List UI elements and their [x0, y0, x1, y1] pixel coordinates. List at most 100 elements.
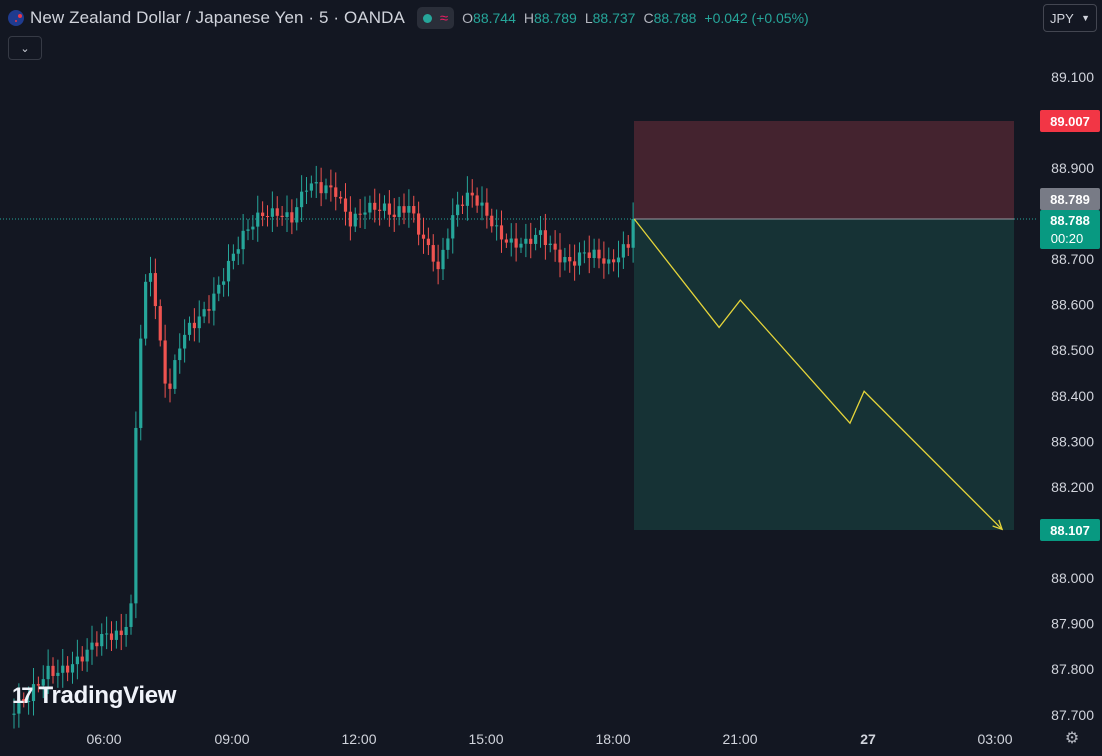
candle	[236, 236, 240, 265]
candle-body	[31, 684, 36, 702]
candle	[324, 178, 328, 200]
candle-body	[470, 192, 474, 196]
candle-body	[275, 208, 279, 216]
candle-body	[373, 202, 377, 210]
candle-body	[504, 239, 508, 243]
candle-body	[256, 212, 260, 227]
stop-loss-zone[interactable]	[634, 121, 1014, 219]
market-status-pill[interactable]: ≈	[416, 7, 455, 29]
candle	[382, 195, 387, 219]
candle	[348, 196, 352, 241]
candle-body	[134, 427, 138, 604]
market-open-icon	[422, 13, 432, 23]
candle-body	[114, 630, 118, 640]
candle	[441, 237, 445, 280]
symbol-header: New Zealand Dollar / Japanese Yen · 5 · …	[8, 6, 809, 30]
change-value: +0.042 (+0.05%)	[704, 10, 809, 26]
low-value: 88.737	[592, 10, 636, 26]
time-axis[interactable]: 06:00 09:00 12:00 15:00 18:00 21:00 27 03:00	[86, 731, 1012, 747]
projection-path[interactable]	[633, 218, 1003, 530]
y-tick-0: 89.100	[1051, 69, 1094, 85]
currency-select[interactable]: JPY ▼	[1043, 4, 1097, 32]
candle	[621, 231, 625, 269]
candle-body	[105, 633, 109, 635]
symbol-title[interactable]: New Zealand Dollar / Japanese Yen · 5 · …	[30, 8, 405, 27]
candle-body	[61, 665, 65, 673]
candle	[509, 223, 513, 257]
candle-body	[70, 664, 75, 673]
candle	[280, 205, 284, 226]
candle	[519, 237, 523, 254]
x-tick-7: 03:00	[977, 731, 1012, 747]
candle	[153, 258, 157, 320]
candle-body	[602, 258, 606, 264]
candle-body	[22, 698, 26, 702]
candle	[378, 193, 382, 226]
chevron-down-icon: ⌄	[20, 42, 30, 55]
candle	[568, 244, 572, 273]
candle-body	[304, 190, 309, 192]
candle-body	[436, 261, 440, 270]
candle-body	[236, 249, 240, 254]
candle	[183, 319, 187, 363]
candle	[602, 241, 606, 279]
svg-text:88.789: 88.789	[1050, 192, 1090, 207]
candle	[456, 191, 460, 227]
candle	[285, 195, 289, 233]
tradingview-logo[interactable]: 17 TradingView	[12, 682, 176, 710]
candle-body	[577, 252, 582, 266]
candle	[402, 193, 406, 225]
candle-body	[290, 212, 294, 223]
candle	[270, 191, 274, 232]
candle-body	[382, 203, 387, 211]
candle-body	[412, 206, 416, 214]
candle	[46, 649, 50, 694]
candle	[529, 222, 533, 259]
gear-icon[interactable]: ⚙	[1064, 730, 1080, 747]
price-axis[interactable]: 89.10088.90088.80088.70088.60088.50088.4…	[1051, 69, 1094, 723]
candle-body	[597, 249, 601, 259]
candle-body	[495, 225, 499, 227]
candle-body	[222, 281, 226, 285]
candle-body	[324, 185, 328, 194]
candle	[480, 186, 484, 221]
candle-body	[12, 713, 16, 715]
candle-body	[485, 202, 489, 216]
candle	[373, 188, 377, 223]
candle	[309, 175, 313, 198]
candle-body	[148, 273, 153, 282]
candle	[319, 167, 323, 207]
candle-body	[129, 603, 133, 627]
candle-body	[387, 203, 391, 215]
last-price-label: 88.788 00:20	[1040, 210, 1100, 249]
collapse-legend-button[interactable]: ⌄	[8, 36, 42, 60]
candle-body	[178, 348, 182, 361]
x-tick-5: 21:00	[722, 731, 757, 747]
candle	[295, 198, 299, 231]
candle	[363, 196, 367, 229]
candle	[553, 230, 557, 262]
candle	[431, 234, 435, 272]
candle-body	[456, 204, 460, 216]
candle	[119, 613, 123, 651]
candle	[353, 207, 357, 233]
candle	[607, 247, 611, 275]
candle	[27, 686, 31, 715]
candle	[626, 235, 630, 257]
candle-body	[378, 209, 382, 211]
y-tick-12: 87.700	[1051, 707, 1094, 723]
candle	[490, 208, 494, 233]
candle-body	[524, 238, 528, 244]
candle-body	[480, 202, 484, 206]
candle-body	[592, 249, 596, 258]
candle	[75, 639, 79, 680]
candle-body	[519, 243, 523, 248]
candle-body	[343, 198, 348, 212]
bar-countdown: 00:20	[1051, 231, 1084, 246]
y-tick-5: 88.500	[1051, 342, 1094, 358]
candle-body	[534, 234, 538, 244]
candle-body	[558, 249, 562, 263]
candle-body	[358, 213, 362, 215]
candle-body	[85, 649, 89, 662]
